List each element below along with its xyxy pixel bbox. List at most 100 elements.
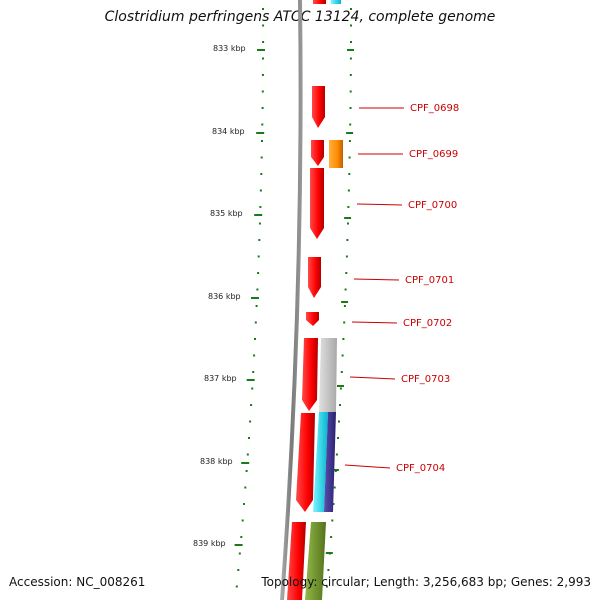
cds-feature-cpf-0703[interactable] [302,338,318,411]
minor-tick [350,41,352,43]
major-tick [337,385,344,387]
minor-tick [258,239,261,241]
kbp-tick-label: 836 kbp [208,292,241,301]
minor-tick [260,156,263,159]
minor-tick [262,8,264,10]
kbp-tick-label: 837 kbp [204,374,237,383]
minor-tick [332,503,335,505]
major-tick [234,544,243,546]
major-tick [257,49,265,51]
minor-tick [348,173,351,175]
major-tick [241,462,250,464]
minor-tick [344,288,347,291]
cds-feature [313,0,326,4]
gene-label-cpf-0703[interactable]: CPF_0703 [401,374,450,385]
minor-tick [349,123,352,126]
kbp-scale: 833 kbp 834 kbp 835 kbp 836 kbp 837 kbp … [193,44,246,548]
minor-tick [243,503,245,505]
major-tick [347,49,354,51]
minor-tick [262,41,265,43]
minor-tick [244,486,247,489]
minor-tick [237,569,240,571]
leader-line [356,203,403,206]
minor-tick [327,569,330,571]
topology-value: circular [321,575,366,589]
minor-tick [246,453,249,456]
minor-tick [343,321,346,324]
gene-label-cpf-0702[interactable]: CPF_0702 [403,318,452,329]
minor-tick [261,90,264,93]
minor-tick [339,404,341,406]
cds-feature-cpf-0701[interactable] [308,257,321,298]
kbp-tick-label: 834 kbp [212,127,245,136]
minor-tick [341,354,344,357]
minor-tick [254,321,257,324]
minor-tick [259,189,262,192]
gene-label-cpf-0701[interactable]: CPF_0701 [405,275,454,286]
cds-feature-cpf-0700[interactable] [310,168,324,239]
minor-tick [240,536,243,538]
minor-tick [262,57,264,60]
major-tick [254,214,263,216]
minor-tick [350,8,352,10]
minor-tick [235,585,238,588]
cds-feature-cpf-0698[interactable] [312,86,325,128]
minor-tick [252,371,255,373]
minor-tick [350,24,352,27]
cds-feature-cpf-0704[interactable] [296,413,315,512]
navy-feature [324,412,336,512]
minor-tick [261,107,264,109]
minor-tick [255,305,258,307]
major-tick [341,301,349,303]
minor-tick [348,156,351,159]
minor-tick [248,437,250,439]
minor-tick [333,486,336,489]
inner-ring-features [305,0,343,600]
orange-feature [329,140,343,168]
minor-tick [250,404,253,406]
cyan-feature [331,0,341,4]
accession-info: Accession: NC_008261 [9,575,145,589]
gene-label-cpf-0704[interactable]: CPF_0704 [396,463,445,474]
minor-tick [254,338,256,340]
accession-label: Accession: [9,575,73,589]
grey-feature [319,338,337,412]
minor-tick [256,288,259,291]
minor-tick [262,24,265,27]
cds-feature-cpf-0702[interactable] [306,312,319,326]
genes-value: 2,993 [556,575,591,589]
minor-tick [241,519,244,522]
minor-tick [349,107,352,109]
minor-tick [340,371,343,373]
gene-label-cpf-0700[interactable]: CPF_0700 [408,200,457,211]
minor-tick [347,206,350,208]
minor-tick [349,90,352,93]
minor-tick [347,222,349,225]
minor-tick [330,536,333,538]
minor-tick [331,519,334,522]
major-tick [325,552,333,554]
leader-line [351,321,398,324]
kbp-tick-label: 835 kbp [210,209,243,218]
kbp-tick-label: 839 kbp [193,539,226,548]
gene-label-cpf-0698[interactable]: CPF_0698 [410,103,459,114]
minor-tick [342,338,345,340]
cds-feature [287,522,306,600]
minor-tick [249,420,252,423]
minor-tick [257,272,260,274]
minor-tick [261,74,264,76]
outer-tick-ring [234,8,265,588]
minor-tick [346,239,349,241]
inner-tick-ring [325,8,354,588]
minor-tick [349,74,352,76]
gene-label-cpf-0699[interactable]: CPF_0699 [409,149,458,160]
olive-feature [305,522,326,600]
minor-tick [253,354,256,357]
cds-feature-cpf-0699[interactable] [311,140,324,166]
minor-tick [257,255,260,258]
length-label: Length: [373,575,420,589]
minor-tick [258,222,261,225]
minor-tick [245,470,248,472]
minor-tick [337,437,339,439]
